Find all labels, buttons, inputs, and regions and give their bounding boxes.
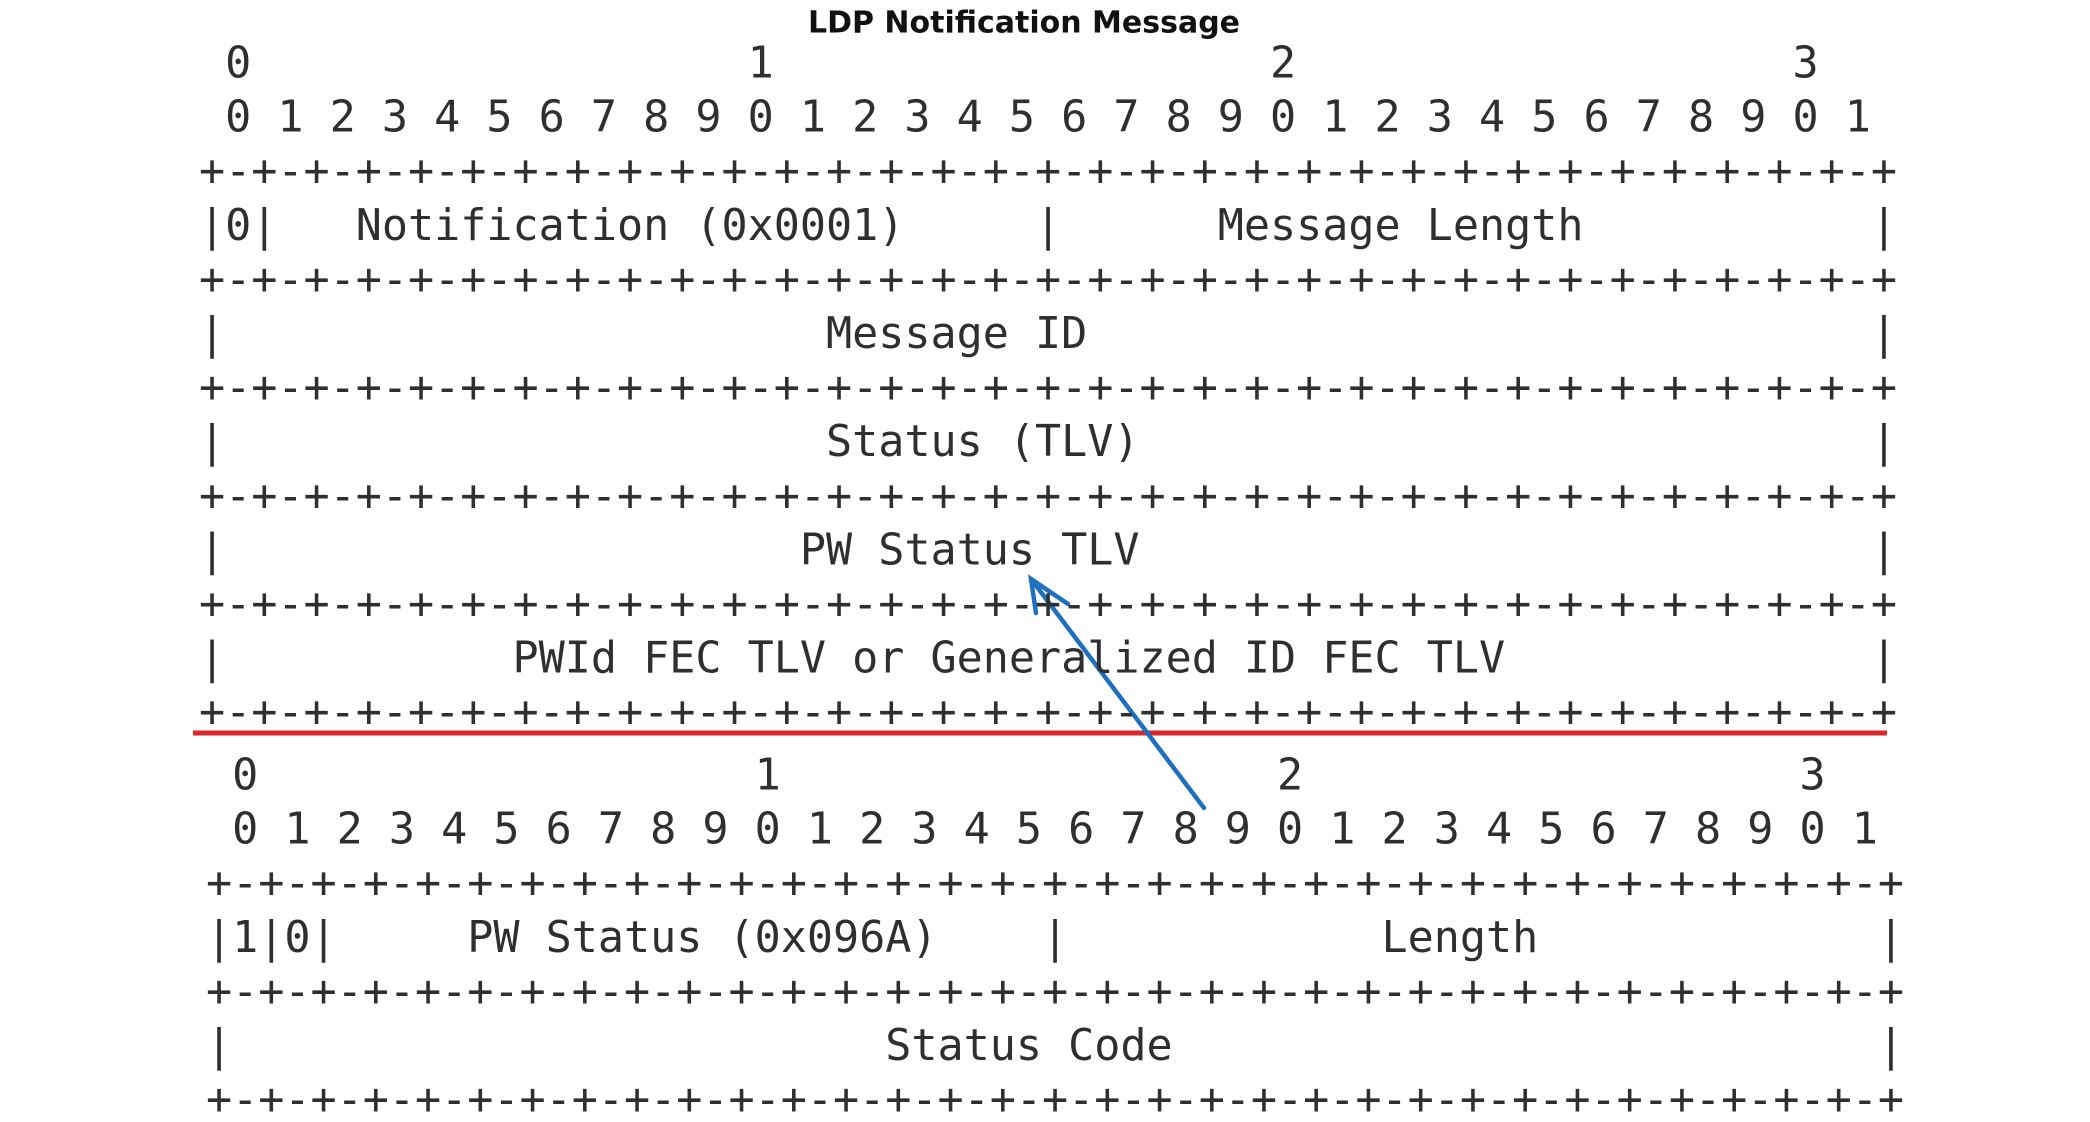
diagram-line: +-+-+-+-+-+-+-+-+-+-+-+-+-+-+-+-+-+-+-+-… — [199, 471, 1897, 521]
diagram-line: 0 1 2 3 4 5 6 7 8 9 0 1 2 3 4 5 6 7 8 9 … — [206, 805, 1878, 855]
diagram-line: +-+-+-+-+-+-+-+-+-+-+-+-+-+-+-+-+-+-+-+-… — [199, 580, 1897, 630]
diagram-line: | PW Status TLV | — [199, 525, 1897, 575]
diagram-line: | PWId FEC TLV or Generalized ID FEC TLV… — [199, 634, 1897, 684]
diagram-line: |0| Notification (0x0001) | Message Leng… — [199, 201, 1897, 251]
diagram-line: | Status (TLV) | — [199, 417, 1897, 467]
diagram-line: | Status Code | — [206, 1021, 1904, 1071]
diagram-line: 0 1 2 3 — [206, 751, 1826, 801]
diagram-line: +-+-+-+-+-+-+-+-+-+-+-+-+-+-+-+-+-+-+-+-… — [206, 1075, 1904, 1122]
diagram-line: 0 1 2 3 — [199, 39, 1819, 89]
diagram-line: +-+-+-+-+-+-+-+-+-+-+-+-+-+-+-+-+-+-+-+-… — [199, 363, 1897, 413]
diagram-line: +-+-+-+-+-+-+-+-+-+-+-+-+-+-+-+-+-+-+-+-… — [206, 967, 1904, 1017]
diagram-line: |1|0| PW Status (0x096A) | Length | — [206, 913, 1904, 963]
title: LDP Notification Message — [808, 6, 1240, 41]
diagram-line: | Message ID | — [199, 309, 1897, 359]
diagram-line: 0 1 2 3 4 5 6 7 8 9 0 1 2 3 4 5 6 7 8 9 … — [199, 93, 1871, 143]
arrow — [1028, 574, 1207, 811]
diagram-line: +-+-+-+-+-+-+-+-+-+-+-+-+-+-+-+-+-+-+-+-… — [199, 255, 1897, 305]
diagram-line: +-+-+-+-+-+-+-+-+-+-+-+-+-+-+-+-+-+-+-+-… — [199, 147, 1897, 197]
diagram-line: +-+-+-+-+-+-+-+-+-+-+-+-+-+-+-+-+-+-+-+-… — [206, 859, 1904, 909]
diagram-line: +-+-+-+-+-+-+-+-+-+-+-+-+-+-+-+-+-+-+-+-… — [199, 688, 1897, 738]
